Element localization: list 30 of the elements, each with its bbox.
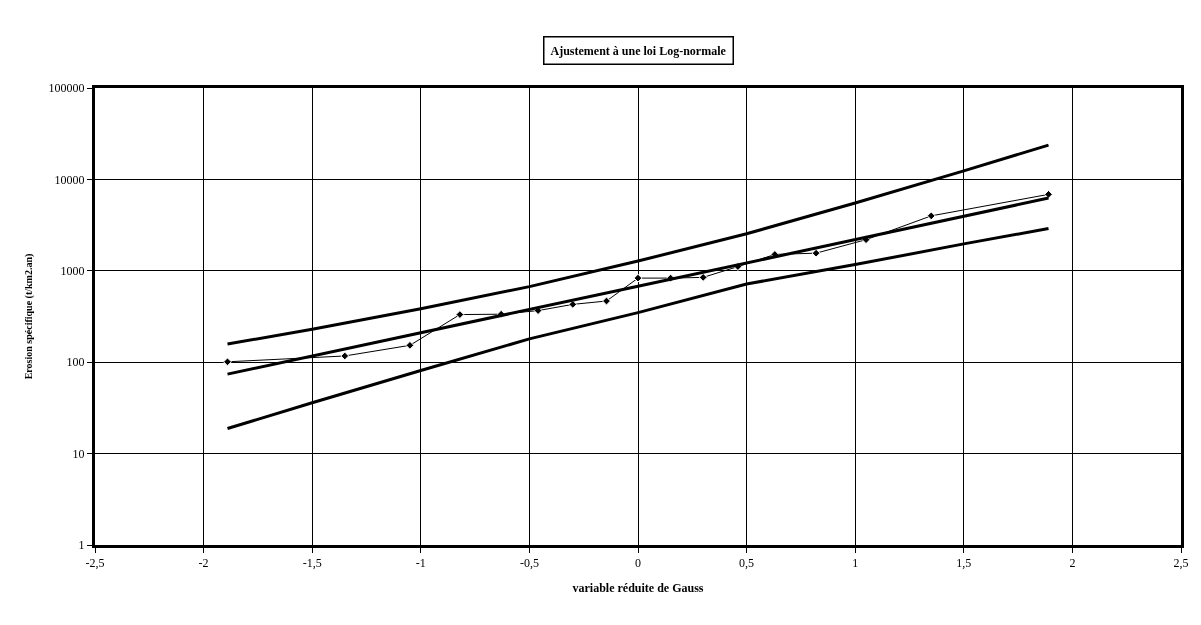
x-tick-label: -0,5	[519, 556, 539, 571]
x-tick-label: 0,5	[739, 556, 755, 571]
point	[926, 211, 936, 221]
point	[340, 351, 350, 361]
y-tick-label: 1000	[60, 264, 85, 278]
x-tick-label: 2	[1069, 556, 1076, 571]
x-tick-label: -2	[198, 556, 209, 571]
y-tick-label: 10000	[54, 172, 85, 187]
point	[405, 340, 415, 350]
x-tick-label: 0	[635, 556, 641, 571]
x-tick-label: 1,5	[956, 556, 972, 571]
x-tick-label: 1	[852, 556, 859, 571]
x-axis-title: variable réduite de Gauss	[572, 581, 704, 596]
point	[602, 296, 611, 306]
y-tick-label: 10	[72, 446, 85, 461]
x-tick-label: -2,5	[85, 556, 105, 571]
point	[811, 248, 821, 258]
y-tick-label: 100000	[48, 81, 85, 96]
x-tick-label: 2,5	[1173, 556, 1189, 571]
y-tick-label: 1	[78, 538, 85, 553]
point	[698, 272, 708, 282]
point	[223, 357, 232, 367]
x-tick-label: -1	[415, 556, 426, 571]
point	[633, 273, 643, 283]
y-tick-label: 100	[66, 355, 85, 370]
point	[455, 310, 465, 319]
y-axis-title: Erosion spécifique (t/km2.an)	[22, 253, 35, 380]
x-tick-label: -1,5	[302, 556, 322, 571]
chart-title: Ajustement à une loi Log-normale	[550, 43, 727, 58]
point	[1044, 189, 1053, 199]
